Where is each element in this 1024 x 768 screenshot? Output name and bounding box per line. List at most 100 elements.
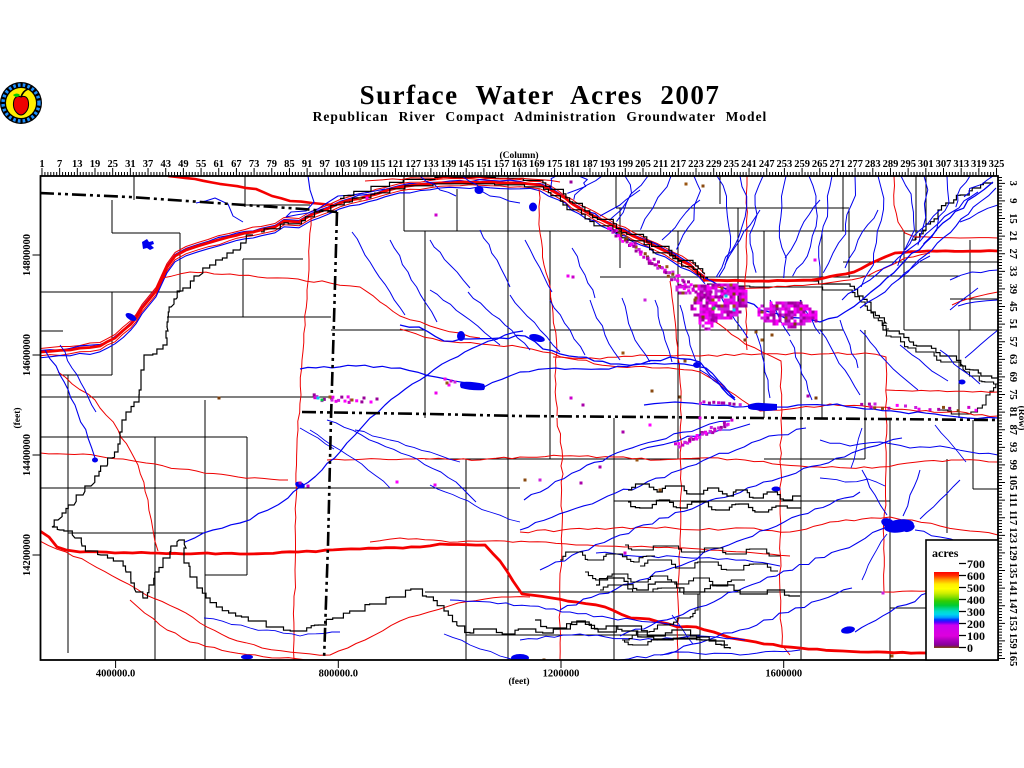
svg-text:14800000: 14800000 bbox=[22, 234, 33, 276]
svg-text:400000.0: 400000.0 bbox=[96, 669, 135, 680]
svg-text:1: 1 bbox=[39, 159, 44, 170]
svg-text:(Column): (Column) bbox=[499, 150, 538, 161]
svg-text:15: 15 bbox=[1007, 213, 1018, 224]
svg-text:121: 121 bbox=[388, 159, 404, 170]
svg-text:91: 91 bbox=[302, 159, 313, 170]
svg-text:159: 159 bbox=[1007, 633, 1018, 649]
svg-text:325: 325 bbox=[989, 159, 1005, 170]
svg-text:39: 39 bbox=[1007, 284, 1018, 295]
svg-text:187: 187 bbox=[582, 159, 598, 170]
svg-text:211: 211 bbox=[653, 159, 668, 170]
svg-text:55: 55 bbox=[196, 159, 207, 170]
svg-text:7: 7 bbox=[57, 159, 62, 170]
svg-text:229: 229 bbox=[706, 159, 722, 170]
svg-text:200: 200 bbox=[967, 617, 985, 631]
svg-text:145: 145 bbox=[458, 159, 474, 170]
svg-text:105: 105 bbox=[1007, 475, 1018, 491]
svg-text:123: 123 bbox=[1007, 527, 1018, 543]
svg-text:133: 133 bbox=[423, 159, 439, 170]
svg-text:277: 277 bbox=[847, 159, 863, 170]
svg-text:3: 3 bbox=[1007, 181, 1018, 186]
svg-text:217: 217 bbox=[670, 159, 686, 170]
svg-text:25: 25 bbox=[107, 159, 118, 170]
svg-text:129: 129 bbox=[1007, 545, 1018, 561]
svg-text:265: 265 bbox=[812, 159, 828, 170]
svg-text:175: 175 bbox=[547, 159, 563, 170]
svg-text:14200000: 14200000 bbox=[22, 534, 33, 576]
svg-text:100: 100 bbox=[967, 629, 985, 643]
svg-text:199: 199 bbox=[617, 159, 633, 170]
svg-text:400: 400 bbox=[967, 593, 985, 607]
svg-text:600: 600 bbox=[967, 569, 985, 583]
svg-text:97: 97 bbox=[320, 159, 331, 170]
svg-text:37: 37 bbox=[143, 159, 154, 170]
svg-text:(feet): (feet) bbox=[12, 407, 23, 428]
svg-text:127: 127 bbox=[405, 159, 421, 170]
svg-text:99: 99 bbox=[1007, 460, 1018, 471]
svg-text:Republican River Compact Admin: Republican River Compact Administration … bbox=[313, 109, 768, 124]
svg-text:295: 295 bbox=[900, 159, 916, 170]
svg-text:27: 27 bbox=[1007, 248, 1018, 259]
svg-text:75: 75 bbox=[1007, 389, 1018, 400]
svg-text:147: 147 bbox=[1007, 598, 1018, 614]
svg-text:301: 301 bbox=[918, 159, 934, 170]
svg-text:69: 69 bbox=[1007, 372, 1018, 383]
svg-text:9: 9 bbox=[1007, 198, 1018, 203]
svg-text:283: 283 bbox=[865, 159, 881, 170]
svg-text:87: 87 bbox=[1007, 424, 1018, 435]
svg-text:31: 31 bbox=[125, 159, 136, 170]
svg-text:0: 0 bbox=[967, 641, 973, 655]
svg-text:235: 235 bbox=[724, 159, 740, 170]
svg-text:81: 81 bbox=[1007, 407, 1018, 418]
svg-text:67: 67 bbox=[231, 159, 242, 170]
svg-text:253: 253 bbox=[777, 159, 793, 170]
svg-text:271: 271 bbox=[830, 159, 846, 170]
svg-text:319: 319 bbox=[971, 159, 987, 170]
svg-text:14400000: 14400000 bbox=[22, 434, 33, 476]
svg-text:Surface Water Acres 2007: Surface Water Acres 2007 bbox=[360, 80, 721, 110]
svg-text:307: 307 bbox=[936, 159, 952, 170]
svg-text:139: 139 bbox=[441, 159, 457, 170]
svg-text:57: 57 bbox=[1007, 336, 1018, 347]
svg-text:79: 79 bbox=[267, 159, 278, 170]
svg-text:(feet): (feet) bbox=[508, 676, 529, 687]
svg-text:63: 63 bbox=[1007, 354, 1018, 365]
svg-text:109: 109 bbox=[352, 159, 368, 170]
svg-text:43: 43 bbox=[160, 159, 171, 170]
svg-text:153: 153 bbox=[1007, 615, 1018, 631]
svg-text:51: 51 bbox=[1007, 319, 1018, 330]
svg-text:(Row): (Row) bbox=[1016, 406, 1024, 431]
svg-text:181: 181 bbox=[564, 159, 580, 170]
svg-text:169: 169 bbox=[529, 159, 545, 170]
svg-text:700: 700 bbox=[967, 557, 985, 571]
svg-text:13: 13 bbox=[72, 159, 83, 170]
svg-text:141: 141 bbox=[1007, 580, 1018, 596]
svg-text:300: 300 bbox=[967, 605, 985, 619]
svg-text:135: 135 bbox=[1007, 563, 1018, 579]
svg-text:117: 117 bbox=[1007, 510, 1018, 525]
svg-text:14600000: 14600000 bbox=[22, 334, 33, 376]
svg-text:1600000: 1600000 bbox=[765, 669, 802, 680]
svg-text:151: 151 bbox=[476, 159, 492, 170]
svg-text:259: 259 bbox=[794, 159, 810, 170]
svg-text:45: 45 bbox=[1007, 301, 1018, 312]
svg-text:500: 500 bbox=[967, 581, 985, 595]
svg-text:33: 33 bbox=[1007, 266, 1018, 277]
svg-text:61: 61 bbox=[213, 159, 224, 170]
svg-text:313: 313 bbox=[953, 159, 969, 170]
svg-text:165: 165 bbox=[1007, 651, 1018, 667]
svg-text:241: 241 bbox=[741, 159, 757, 170]
svg-text:205: 205 bbox=[635, 159, 651, 170]
svg-text:193: 193 bbox=[600, 159, 616, 170]
svg-text:19: 19 bbox=[90, 159, 101, 170]
svg-text:247: 247 bbox=[759, 159, 775, 170]
svg-text:115: 115 bbox=[370, 159, 385, 170]
svg-text:111: 111 bbox=[1007, 493, 1018, 508]
svg-text:85: 85 bbox=[284, 159, 295, 170]
svg-text:93: 93 bbox=[1007, 442, 1018, 453]
svg-text:223: 223 bbox=[688, 159, 704, 170]
svg-text:103: 103 bbox=[335, 159, 351, 170]
svg-text:1200000: 1200000 bbox=[543, 669, 580, 680]
svg-text:21: 21 bbox=[1007, 231, 1018, 242]
svg-text:800000.0: 800000.0 bbox=[319, 669, 358, 680]
